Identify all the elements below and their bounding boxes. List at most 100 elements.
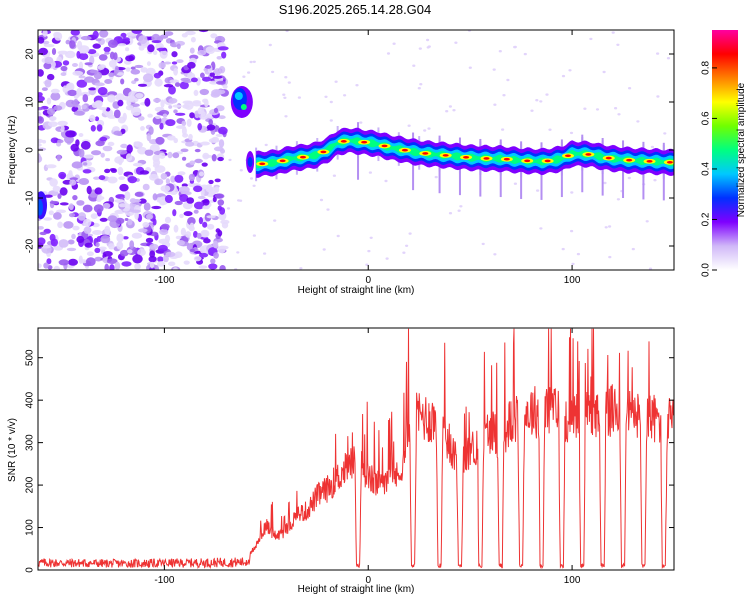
noise-cell [93,176,101,180]
colorbar-scale [712,30,738,270]
noise-cell [140,67,148,73]
speckle [368,171,372,174]
noise-cell [173,109,178,114]
noise-cell [78,255,83,264]
speckle [226,207,231,210]
spectrogram-ytick-label: -10 [25,190,36,205]
noise-cell [211,136,219,143]
noise-cell [218,115,226,120]
noise-cell [198,171,205,177]
ridge-peak-core [544,159,551,163]
noise-cell [210,33,218,39]
ridge-peak-core [524,159,531,163]
speckle [539,227,543,230]
noise-cell [46,258,52,265]
noise-cell [38,111,42,117]
noise-cell [135,141,143,148]
noise-cell [164,216,172,224]
noise-cell [38,107,44,111]
noise-cell [95,100,103,108]
snr-frame [37,327,675,571]
noise-cell [59,202,69,206]
noise-cell [69,213,76,218]
speckle [242,75,246,78]
noise-cell [183,260,190,265]
speckle [343,94,347,97]
noise-cell [149,261,155,269]
noise-cell [182,133,189,138]
noise-cell [94,187,103,195]
noise-cell [197,49,207,56]
noise-cell [108,60,117,68]
noise-cell [122,37,130,42]
noise-cell [78,148,85,158]
spectrogram-xtick-label: -100 [154,275,174,286]
speckle [249,60,253,64]
snr-series-line [38,328,674,570]
noise-cell [193,255,202,262]
noise-cell [58,239,69,248]
speckle [648,267,653,270]
noise-cell [98,246,107,251]
noise-cell [221,51,227,59]
speckle [252,184,256,187]
speckle [249,177,254,180]
noise-cell [127,249,133,254]
noise-cell [201,230,209,238]
noise-cell [213,107,219,114]
speckle [299,267,303,270]
noise-cell [53,105,63,111]
noise-cell [214,186,220,193]
noise-cell [179,81,189,90]
snr-ytick-label: 300 [25,434,36,451]
noise-cell [127,176,137,184]
ridge-peak-core [503,157,510,161]
noise-cell [160,185,171,192]
noise-cell [171,61,178,65]
noise-cell [109,264,115,270]
speckle [355,84,359,87]
speckle [263,252,267,255]
noise-cell [181,126,187,136]
speckle [426,38,430,42]
speckle [576,252,581,256]
speckle [595,108,600,111]
noise-cell [153,72,162,79]
ridge-peak-core [463,155,470,159]
ridge-peak-core [340,140,347,143]
noise-cell [138,45,145,51]
noise-cell [198,265,208,269]
noise-cell [127,218,133,226]
speckle [359,121,363,124]
noise-cell [51,48,57,55]
noise-cell [163,61,172,65]
snr-ylabel: SNR (10 * v/v) [7,418,18,482]
noise-cell [148,126,154,135]
ridge-peak-core [300,155,306,159]
noise-cell [38,69,44,77]
noise-cell [144,149,154,156]
snr-xtick-label: 0 [365,575,371,586]
noise-cell [66,247,77,252]
noise-cell [130,106,142,116]
noise-cell [175,235,182,240]
noise-cell [134,263,141,270]
noise-cell [110,168,117,173]
noise-cell [104,79,113,84]
noise-cell [151,205,162,210]
noise-cell [131,30,143,34]
noise-cell [59,187,68,196]
noise-cell [170,175,176,183]
speckle [247,71,251,74]
noise-cell [194,158,203,164]
noise-cell [77,40,83,50]
ridge-peak-core [585,153,592,156]
noise-cell [169,79,180,84]
noise-cell [90,125,96,132]
speckle [273,219,277,222]
speckle [501,128,505,131]
noise-cell [174,82,181,87]
noise-cell [159,201,166,206]
spectrogram-cells [38,30,674,270]
noise-cell [108,243,115,250]
